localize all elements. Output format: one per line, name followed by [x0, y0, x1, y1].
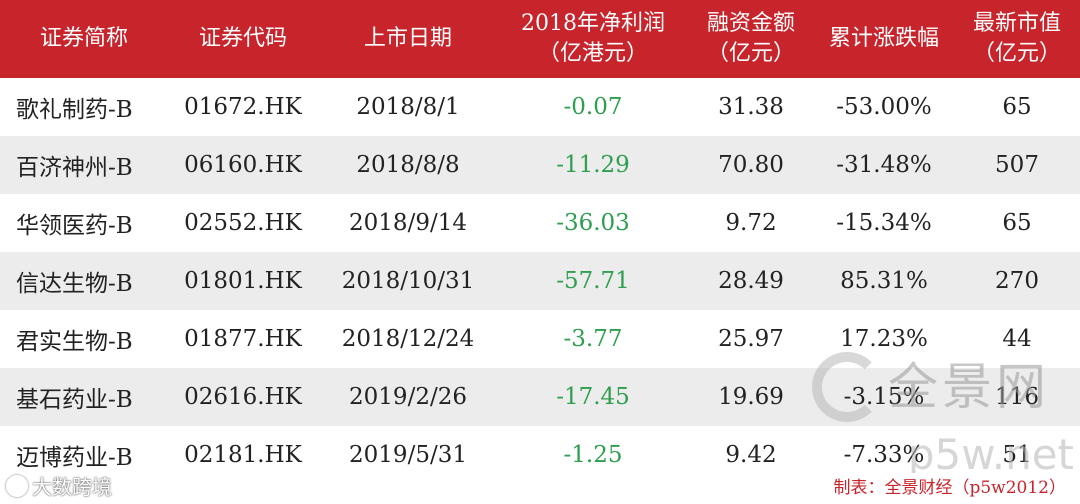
table-body: 歌礼制药-B 01672.HK 2018/8/1 -0.07 31.38 -53… — [0, 78, 1080, 484]
cell-financing-amount: 9.72 — [725, 210, 777, 236]
corner-logo-icon — [6, 474, 28, 497]
stock-table: 证券简称 证券代码 上市日期 2018年净利润 （亿港元） 融资金额 （亿元） 累计… — [0, 0, 1080, 484]
cell-market-cap: 116 — [954, 368, 1080, 426]
header-market-cap: 最新市值 （亿元） — [954, 0, 1080, 78]
cell-short-name: 华领医药-B — [16, 213, 133, 239]
table-row: 歌礼制药-B 01672.HK 2018/8/1 -0.07 31.38 -53… — [0, 78, 1080, 136]
cell-financing-amount: 70.80 — [688, 136, 814, 194]
cell-cumulative-change: -53.00% — [836, 94, 932, 120]
table-row: 迈博药业-B 02181.HK 2019/5/31 -1.25 9.42 -7.… — [0, 426, 1080, 484]
cell-code: 02616.HK — [168, 368, 318, 426]
cell-cumulative-change: 85.31% — [814, 252, 954, 310]
corner-watermark: 大数跨境 — [6, 471, 112, 500]
table-header: 证券简称 证券代码 上市日期 2018年净利润 （亿港元） 融资金额 （亿元） 累计… — [0, 0, 1080, 78]
cell-net-profit: -57.71 — [498, 252, 688, 310]
cell-short-name: 迈博药业-B — [16, 445, 133, 471]
table-credit: 制表：全景财经（p5w2012） — [833, 473, 1066, 498]
cell-financing-amount: 9.42 — [725, 442, 777, 468]
header-short-name: 证券简称 — [0, 0, 168, 78]
cell-short-name: 百济神州-B — [0, 136, 168, 194]
cell-market-cap: 507 — [954, 136, 1080, 194]
cell-code: 01672.HK — [184, 94, 302, 120]
cell-cumulative-change: -15.34% — [836, 210, 932, 236]
cell-short-name: 信达生物-B — [0, 252, 168, 310]
table-row: 信达生物-B 01801.HK 2018/10/31 -57.71 28.49 … — [0, 252, 1080, 310]
table-row: 君实生物-B 01877.HK 2018/12/24 -3.77 25.97 1… — [0, 310, 1080, 368]
cell-listing-date: 2018/8/8 — [318, 136, 498, 194]
cell-listing-date: 2018/10/31 — [318, 252, 498, 310]
cell-net-profit: -11.29 — [498, 136, 688, 194]
header-row: 证券简称 证券代码 上市日期 2018年净利润 （亿港元） 融资金额 （亿元） 累计… — [0, 0, 1080, 78]
cell-listing-date: 2018/9/14 — [349, 210, 467, 236]
header-code: 证券代码 — [168, 0, 318, 78]
cell-listing-date: 2019/5/31 — [349, 442, 467, 468]
cell-code: 01877.HK — [184, 326, 302, 352]
table-row: 百济神州-B 06160.HK 2018/8/8 -11.29 70.80 -3… — [0, 136, 1080, 194]
cell-net-profit: -1.25 — [563, 442, 623, 468]
cell-net-profit: -36.03 — [556, 210, 630, 236]
cell-net-profit: -17.45 — [498, 368, 688, 426]
cell-listing-date: 2019/2/26 — [318, 368, 498, 426]
table-row: 基石药业-B 02616.HK 2019/2/26 -17.45 19.69 -… — [0, 368, 1080, 426]
cell-market-cap: 65 — [1002, 210, 1032, 236]
header-listing-date: 上市日期 — [318, 0, 498, 78]
cell-market-cap: 65 — [1002, 94, 1032, 120]
cell-market-cap: 270 — [954, 252, 1080, 310]
cell-market-cap: 51 — [1002, 442, 1032, 468]
cell-short-name: 基石药业-B — [0, 368, 168, 426]
cell-financing-amount: 31.38 — [718, 94, 784, 120]
cell-financing-amount: 28.49 — [688, 252, 814, 310]
cell-cumulative-change: -31.48% — [814, 136, 954, 194]
cell-code: 02181.HK — [184, 442, 302, 468]
cell-cumulative-change: 17.23% — [840, 326, 928, 352]
cell-cumulative-change: -7.33% — [843, 442, 925, 468]
cell-net-profit: -0.07 — [563, 94, 623, 120]
cell-listing-date: 2018/8/1 — [356, 94, 460, 120]
header-cumulative-change: 累计涨跌幅 — [814, 0, 954, 78]
cell-cumulative-change: -3.15% — [814, 368, 954, 426]
table-row: 华领医药-B 02552.HK 2018/9/14 -36.03 9.72 -1… — [0, 194, 1080, 252]
header-net-profit: 2018年净利润 （亿港元） — [498, 0, 688, 78]
cell-financing-amount: 19.69 — [688, 368, 814, 426]
cell-short-name: 歌礼制药-B — [16, 97, 133, 123]
corner-watermark-text: 大数跨境 — [32, 475, 112, 499]
cell-listing-date: 2018/12/24 — [341, 326, 475, 352]
cell-net-profit: -3.77 — [563, 326, 623, 352]
cell-market-cap: 44 — [1002, 326, 1032, 352]
cell-code: 06160.HK — [168, 136, 318, 194]
cell-code: 01801.HK — [168, 252, 318, 310]
cell-financing-amount: 25.97 — [718, 326, 784, 352]
header-financing-amount: 融资金额 （亿元） — [688, 0, 814, 78]
cell-code: 02552.HK — [184, 210, 302, 236]
cell-short-name: 君实生物-B — [16, 329, 133, 355]
